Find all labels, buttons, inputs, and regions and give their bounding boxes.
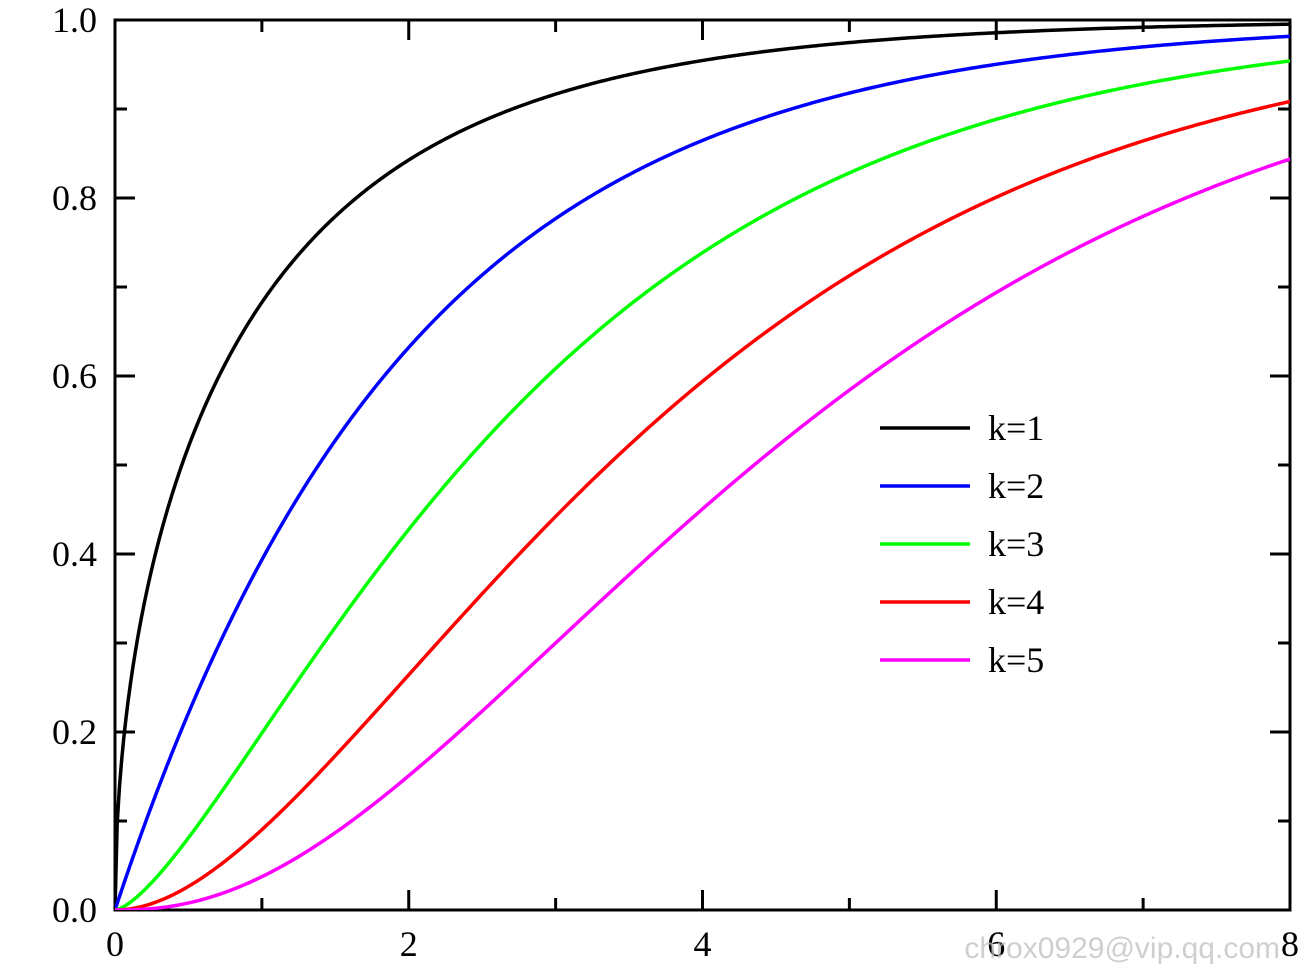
x-tick-label: 4 [694,924,712,964]
x-tick-label: 0 [106,924,124,964]
cdf-line-chart: 024680.00.20.40.60.81.0k=1k=2k=3k=4k=5ch… [0,0,1300,975]
y-tick-label: 0.8 [52,178,97,218]
legend-label-k1: k=1 [988,408,1044,448]
legend-label-k3: k=3 [988,524,1044,564]
y-tick-label: 0.4 [52,534,97,574]
x-tick-label: 8 [1281,924,1299,964]
y-tick-label: 0.2 [52,712,97,752]
legend-label-k4: k=4 [988,582,1044,622]
y-tick-label: 1.0 [52,0,97,40]
legend-label-k2: k=2 [988,466,1044,506]
chart-svg: 024680.00.20.40.60.81.0k=1k=2k=3k=4k=5ch… [0,0,1300,975]
y-tick-label: 0.6 [52,356,97,396]
legend-label-k5: k=5 [988,640,1044,680]
y-tick-label: 0.0 [52,890,97,930]
watermark-text: chrox0929@vip.qq.com [964,932,1280,965]
x-tick-label: 2 [400,924,418,964]
